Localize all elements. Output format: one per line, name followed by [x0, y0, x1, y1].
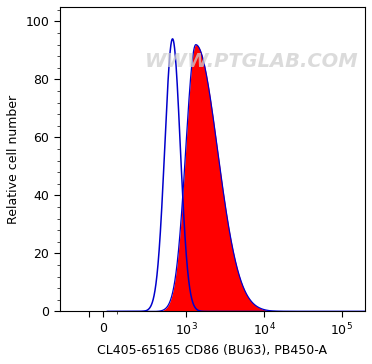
Y-axis label: Relative cell number: Relative cell number [7, 95, 20, 224]
X-axis label: CL405-65165 CD86 (BU63), PB450-A: CL405-65165 CD86 (BU63), PB450-A [97, 344, 327, 357]
Text: WWW.PTGLAB.COM: WWW.PTGLAB.COM [145, 52, 359, 71]
